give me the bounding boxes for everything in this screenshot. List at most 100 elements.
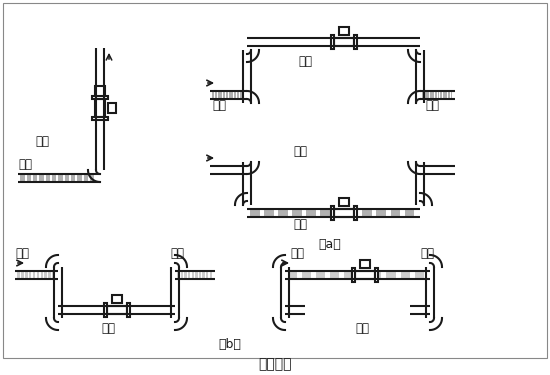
Text: 气泡: 气泡 (170, 247, 184, 260)
Bar (107, 306, 126, 314)
Bar (348, 210, 358, 216)
Text: 错误: 错误 (355, 322, 369, 335)
Text: 气泡: 气泡 (420, 247, 434, 260)
Bar (46, 174, 50, 182)
Bar (17, 272, 20, 279)
Bar (108, 103, 116, 113)
Bar (21, 272, 24, 279)
Bar (65, 174, 69, 182)
Bar (37, 272, 39, 279)
Bar (338, 27, 349, 35)
Bar (360, 260, 370, 268)
Bar (210, 272, 212, 279)
Bar (177, 272, 179, 279)
Bar (333, 38, 354, 46)
Bar (352, 268, 355, 282)
Text: （b）: （b） (218, 338, 241, 351)
Bar (90, 174, 95, 182)
Bar (229, 92, 230, 99)
Bar (306, 210, 316, 216)
Bar (26, 174, 31, 182)
Bar (215, 92, 217, 99)
Bar (92, 117, 108, 120)
Bar (331, 206, 333, 220)
Bar (372, 272, 382, 279)
Bar (288, 272, 297, 279)
Bar (354, 35, 356, 49)
Bar (195, 272, 197, 279)
Bar (250, 210, 260, 216)
Bar (95, 86, 105, 96)
Bar (184, 272, 186, 279)
Bar (358, 272, 367, 279)
Bar (427, 92, 429, 99)
Bar (443, 92, 444, 99)
Bar (218, 92, 219, 99)
Bar (320, 210, 330, 216)
Bar (450, 92, 452, 99)
Bar (362, 210, 372, 216)
Bar (264, 210, 274, 216)
Bar (387, 272, 395, 279)
Bar (440, 92, 442, 99)
Bar (95, 99, 105, 117)
Bar (330, 272, 339, 279)
Bar (78, 174, 82, 182)
Bar (425, 92, 426, 99)
Text: 错误: 错误 (293, 145, 307, 158)
Bar (237, 92, 239, 99)
Bar (338, 198, 349, 206)
Bar (316, 272, 325, 279)
Bar (354, 206, 356, 220)
Bar (52, 174, 57, 182)
Bar (39, 174, 44, 182)
Bar (448, 92, 450, 99)
Text: 液体: 液体 (18, 158, 32, 171)
Bar (92, 96, 108, 99)
Bar (202, 272, 205, 279)
Bar (71, 174, 75, 182)
Bar (355, 271, 375, 279)
Bar (438, 92, 439, 99)
Bar (199, 272, 201, 279)
Bar (212, 92, 214, 99)
Bar (48, 272, 51, 279)
Bar (206, 272, 208, 279)
Bar (45, 272, 47, 279)
Bar (221, 92, 222, 99)
Bar (234, 92, 236, 99)
Bar (103, 303, 107, 317)
Bar (181, 272, 183, 279)
Bar (333, 209, 354, 217)
Bar (240, 92, 241, 99)
Bar (84, 174, 88, 182)
Bar (58, 174, 63, 182)
Text: 图（四）: 图（四） (258, 357, 292, 371)
Bar (41, 272, 43, 279)
Text: 气泡: 气泡 (15, 247, 29, 260)
Bar (232, 92, 233, 99)
Bar (446, 92, 447, 99)
Bar (112, 295, 122, 303)
Bar (302, 272, 311, 279)
Bar (52, 272, 55, 279)
Bar (375, 268, 378, 282)
Text: 正确: 正确 (35, 135, 49, 148)
Bar (126, 303, 129, 317)
Bar (331, 35, 333, 49)
Bar (191, 272, 194, 279)
Text: 液体: 液体 (425, 99, 439, 112)
Bar (188, 272, 190, 279)
Bar (376, 210, 386, 216)
Bar (422, 92, 424, 99)
Bar (430, 92, 432, 99)
Bar (334, 210, 344, 216)
Bar (400, 272, 410, 279)
Bar (226, 92, 228, 99)
Text: 气泡: 气泡 (290, 247, 304, 260)
Bar (435, 92, 437, 99)
Bar (25, 272, 28, 279)
Bar (432, 92, 434, 99)
Text: 正确: 正确 (102, 322, 116, 335)
Bar (33, 272, 35, 279)
